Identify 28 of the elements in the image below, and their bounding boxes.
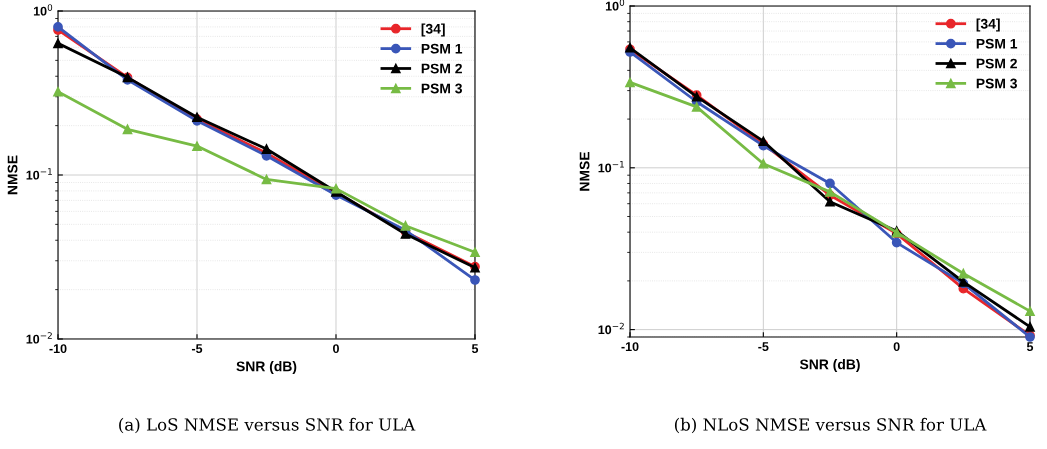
legend-label: PSM 2 (976, 58, 1017, 69)
y-tick-label: 10$^{−1}$ (598, 161, 624, 173)
x-axis-title: SNR (dB) (799, 359, 860, 373)
legend-label: PSM 1 (421, 43, 463, 54)
legend-label: [34] (421, 23, 445, 37)
x-tick-label: -5 (758, 342, 769, 352)
x-tick-label: -5 (191, 344, 203, 354)
y-axis-title: NMSE (579, 151, 590, 191)
legend-label: PSM 3 (421, 83, 462, 94)
x-tick-label: 0 (893, 342, 900, 352)
y-tick-label: 10$^{−2}$ (26, 332, 52, 344)
x-tick-label: -10 (49, 344, 67, 354)
legend-label: PSM 3 (976, 78, 1017, 89)
text: (b) NLoS NMSE versus SNR for ULA (674, 417, 987, 434)
legend-label: PSM 2 (421, 63, 462, 74)
y-tick-label: 10$^{0}$ (605, 0, 625, 11)
text: (a) LoS NMSE versus SNR for ULA (119, 417, 416, 434)
y-axis-title: NMSE (7, 155, 18, 195)
x-tick-label: -10 (621, 342, 639, 352)
legend-label: PSM 1 (976, 38, 1018, 49)
x-tick-label: 5 (1026, 342, 1034, 352)
y-tick-label: 10$^{0}$ (33, 4, 53, 16)
y-tick-label: 10$^{−2}$ (598, 322, 624, 335)
x-axis-title: SNR (dB) (236, 361, 297, 375)
legend-label: [34] (976, 18, 1000, 32)
x-tick-label: 5 (471, 344, 479, 354)
x-tick-label: 0 (333, 344, 339, 354)
y-tick-label: 10$^{−1}$ (26, 168, 52, 180)
